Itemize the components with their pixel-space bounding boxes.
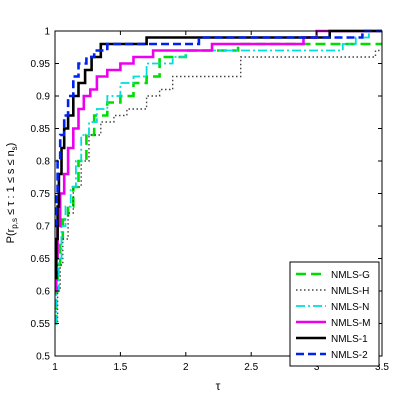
- y-tick-label: 0.55: [31, 319, 51, 330]
- x-tick-label: 2.5: [244, 362, 258, 373]
- y-tick-label: 0.5: [36, 352, 50, 363]
- legend-label: NMLS-H: [331, 286, 369, 297]
- x-tick-label: 1: [52, 362, 58, 373]
- x-tick-label: 1.5: [113, 362, 127, 373]
- legend: NMLS-G NMLS-H NMLS-N NMLS-M NMLS-1 NMLS-2: [289, 261, 380, 367]
- series-line-nmls-n: [55, 30, 382, 325]
- series-line-nmls-1: [55, 29, 382, 280]
- y-tick-label: 0.9: [36, 92, 50, 103]
- series-line-nmls-h: [55, 49, 382, 325]
- y-tick-label: 0.65: [31, 254, 51, 265]
- y-tick-label: 0.95: [31, 59, 51, 70]
- legend-label: NMLS-M: [331, 318, 370, 329]
- x-tick-label: 2: [183, 362, 189, 373]
- y-tick-label: 0.6: [36, 287, 50, 298]
- legend-label: NMLS-1: [331, 334, 368, 345]
- series-line-nmls-g: [55, 42, 382, 325]
- series-line-nmls-m: [55, 29, 382, 293]
- legend-box: [289, 261, 380, 367]
- axis-ticks: 1 1.5 2 2.5 3 3.5 0.5 0.55 0.6 0.65 0.7 0.75 0.8 0.85…: [31, 27, 390, 374]
- x-tick-label: 3: [314, 362, 320, 373]
- y-tick-label: 0.85: [31, 124, 51, 135]
- y-tick-label: 0.75: [31, 189, 51, 200]
- legend-label: NMLS-2: [331, 350, 368, 361]
- y-tick-label: 0.8: [36, 157, 50, 168]
- y-tick-label: 1: [44, 27, 50, 38]
- y-tick-label: 0.7: [36, 222, 50, 233]
- legend-label: NMLS-N: [331, 302, 369, 313]
- series-lines: [55, 29, 382, 325]
- x-axis-label: τ: [216, 379, 221, 393]
- x-tick-label: 3.5: [375, 362, 389, 373]
- legend-label: NMLS-G: [331, 270, 370, 281]
- series-line-nmls-2: [55, 29, 382, 228]
- y-axis-label: P(rp,s ≤ τ : 1 ≤ s ≤ ns): [5, 143, 19, 244]
